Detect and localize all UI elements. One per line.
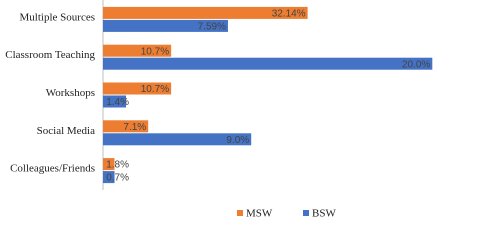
bar [103, 19, 228, 32]
data-label: 32.14% [272, 9, 306, 20]
data-label: 7.1% [123, 122, 146, 133]
bar [103, 6, 308, 19]
y-tick-label: Classroom Teaching [5, 49, 95, 61]
bar [103, 82, 172, 95]
bar [103, 95, 127, 108]
data-label: 0.7% [106, 173, 129, 184]
data-label: 10.7% [141, 84, 169, 95]
bar [103, 120, 149, 133]
data-label: 7.59% [198, 22, 226, 33]
bar [103, 133, 252, 146]
y-tick-label: Workshops [46, 87, 95, 99]
data-label: 20.0% [402, 59, 430, 70]
y-tick-label: Social Media [37, 125, 95, 137]
data-label: 10.7% [141, 46, 169, 57]
legend-swatch [237, 210, 243, 216]
data-label: 1.4% [106, 97, 129, 108]
bar [103, 57, 433, 70]
data-label: 9.0% [226, 135, 249, 146]
data-label: 1.8% [106, 160, 129, 171]
bar [103, 171, 115, 184]
legend-swatch [303, 210, 309, 216]
y-tick-label: Multiple Sources [20, 11, 95, 23]
bar [103, 44, 172, 57]
chart: Multiple Sources 32.14% 7.59% Classroom Tea… [5, 0, 433, 220]
legend-label: MSW [246, 208, 273, 220]
y-tick-label: Colleagues/Friends [10, 163, 95, 175]
legend-label: BSW [312, 208, 336, 220]
bar [103, 158, 115, 171]
page: {"chart_data": {"type": "hbar", "categor… [5, 0, 433, 220]
